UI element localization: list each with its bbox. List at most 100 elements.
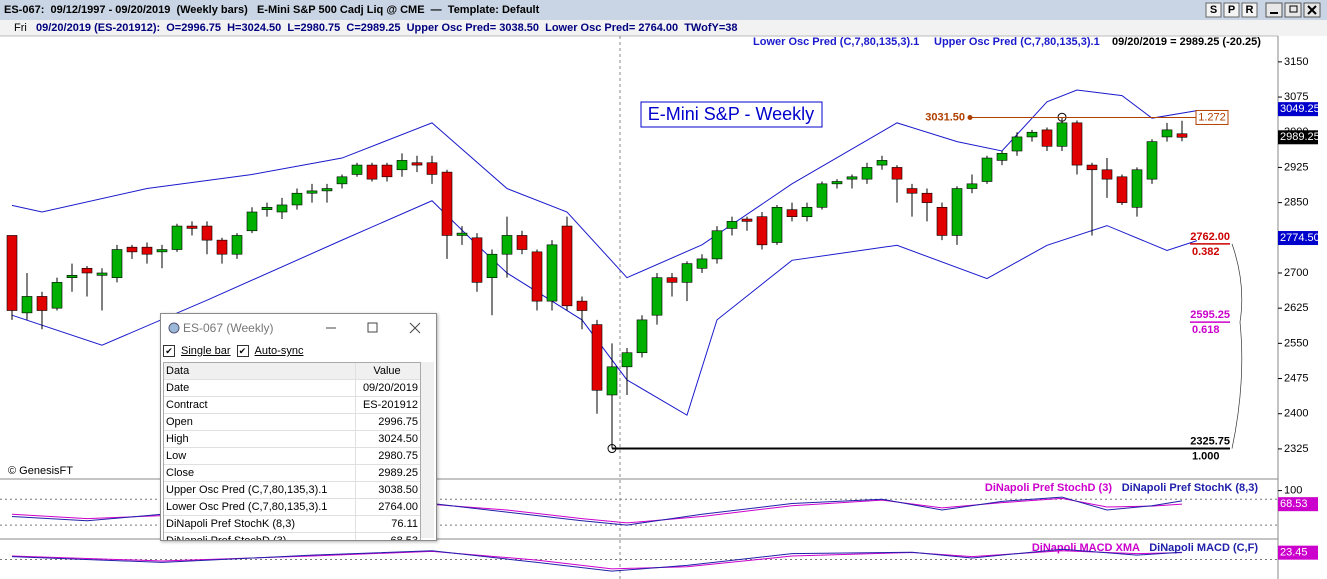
- table-row: DiNapoli Pref StochK (8,3) 76.11: [164, 516, 420, 533]
- fib-ratio: 0.618: [1192, 324, 1220, 336]
- candle-body: [876, 160, 888, 166]
- fib-ratio-box: [1195, 109, 1229, 125]
- candle-body: [126, 246, 138, 253]
- table-cell: 3038.50: [378, 484, 418, 496]
- y-tick-label: 2850: [1284, 197, 1308, 209]
- price-label-box: [1278, 231, 1318, 246]
- candle-body: [216, 239, 228, 255]
- fib-price: 2325.75: [1190, 435, 1230, 447]
- legend-date: 09/20/2019 = 2989.25 (-20.25): [1112, 36, 1261, 48]
- candle-body: [1176, 133, 1188, 138]
- maximize-icon[interactable]: [367, 322, 378, 333]
- fib-ratio: 1.000: [1192, 450, 1220, 462]
- candle-body: [681, 263, 693, 283]
- candle-body: [96, 272, 108, 276]
- band-line: [11, 200, 1198, 416]
- chart-title: E-Mini S&P - Weekly: [648, 104, 814, 124]
- candle-body: [186, 225, 198, 229]
- close-icon[interactable]: [409, 322, 421, 334]
- y-tick-label: 2700: [1284, 267, 1308, 279]
- info-bar: [0, 20, 1327, 36]
- y-tick-label: 3075: [1284, 91, 1308, 103]
- toolbar-button-label: R: [1246, 4, 1254, 16]
- candle-body: [531, 251, 543, 302]
- y-tick-label: 2325: [1284, 443, 1308, 455]
- fib-ratio: 0.382: [1192, 246, 1220, 258]
- toolbar-button-label: P: [1228, 4, 1235, 16]
- candle-body: [141, 246, 153, 255]
- minimize-button[interactable]: [1265, 2, 1283, 18]
- last-value-label: 68.53: [1280, 498, 1308, 510]
- candle-body: [1086, 164, 1098, 171]
- table-row: Low 2980.75: [164, 448, 420, 465]
- candle-body: [996, 153, 1008, 161]
- candle-body: [21, 296, 33, 314]
- price-label: 2989.25: [1280, 131, 1320, 143]
- candle-body: [696, 258, 708, 269]
- candle-body: [816, 183, 828, 208]
- y-tick-label: 100: [1284, 485, 1302, 497]
- candle-body: [486, 253, 498, 278]
- candle-body: [786, 209, 798, 217]
- candle-body: [1041, 129, 1053, 147]
- toolbar-button[interactable]: [1205, 2, 1222, 18]
- table-cell: ES-201912: [362, 399, 418, 411]
- last-value-box: [1278, 497, 1318, 512]
- candle-body: [291, 192, 303, 206]
- fib-ratio: 1.272: [1198, 111, 1226, 123]
- candle-body: [921, 192, 933, 203]
- candle-body: [66, 275, 78, 278]
- checkbox[interactable]: ✔: [163, 345, 175, 357]
- info-day: Fri: [14, 22, 27, 34]
- y-tick-label: 2625: [1284, 302, 1308, 314]
- candle-body: [1071, 122, 1083, 166]
- table-row: Date 09/20/2019: [164, 380, 420, 397]
- candle-body: [456, 232, 468, 236]
- legend-entry: DiNapoli MACD (C,F): [1149, 542, 1258, 554]
- candle-body: [606, 366, 618, 396]
- candle-body: [561, 225, 573, 307]
- candle-body: [891, 167, 903, 180]
- candle-body: [546, 244, 558, 302]
- candle-body: [366, 164, 378, 180]
- table-cell: Date: [164, 380, 356, 396]
- fib-price: 3031.50: [925, 111, 965, 123]
- window-controls: [326, 322, 421, 334]
- candle-body: [666, 277, 678, 283]
- last-value-label: 23.45: [1280, 547, 1308, 559]
- restore-button[interactable]: [1284, 2, 1302, 18]
- candle-body: [651, 277, 663, 316]
- table-row: High 3024.50: [164, 431, 420, 448]
- scrollbar[interactable]: [421, 362, 434, 538]
- table-header: Data Value: [164, 363, 420, 380]
- candle-body: [981, 157, 993, 182]
- candle-body: [801, 207, 813, 217]
- band-line: [11, 89, 1198, 279]
- candle-body: [831, 181, 843, 185]
- toolbar-button[interactable]: [1241, 2, 1258, 18]
- y-tick-label: 2475: [1284, 372, 1308, 384]
- indicator-line: [11, 548, 1183, 572]
- candle-body: [936, 207, 948, 236]
- data-window[interactable]: ES-067 (Weekly) ✔ Single bar ✔ Auto-sync Da…: [160, 313, 437, 541]
- candle-body: [231, 235, 243, 255]
- toolbar-button[interactable]: [1223, 2, 1240, 18]
- candle-body: [861, 167, 873, 180]
- candle-body: [591, 324, 603, 391]
- last-value-box: [1278, 545, 1318, 560]
- checkbox-label[interactable]: Single bar: [181, 345, 231, 357]
- candle-body: [1146, 141, 1158, 180]
- y-tick-label: 2925: [1284, 161, 1308, 173]
- table-row: Lower Osc Pred (C,7,80,135,3).1 2764.00: [164, 499, 420, 516]
- checkbox-label[interactable]: Auto-sync: [254, 345, 304, 357]
- candle-body: [261, 207, 273, 210]
- candle-body: [306, 190, 318, 194]
- candle-body: [756, 216, 768, 246]
- fib-dot: [967, 114, 973, 120]
- window-title: ES-067: 09/12/1997 - 09/20/2019 (Weekly …: [4, 4, 540, 16]
- candle-body: [1116, 176, 1128, 203]
- checkbox[interactable]: ✔: [236, 345, 249, 357]
- candle-body: [156, 249, 168, 253]
- table-cell: Contract: [164, 397, 356, 413]
